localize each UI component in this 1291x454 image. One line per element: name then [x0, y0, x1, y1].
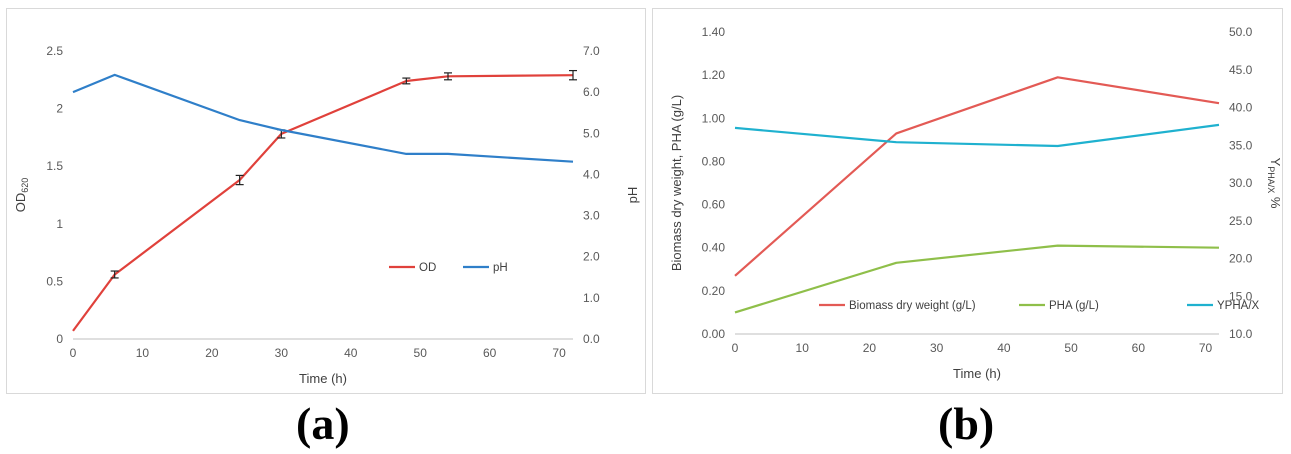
y2-tick-label: 35.0: [1229, 138, 1253, 152]
y2-tick-label: 50.0: [1229, 25, 1253, 39]
x-axis-title: Time (h): [953, 366, 1001, 381]
x-tick-label: 30: [930, 341, 944, 355]
x-tick-label: 20: [863, 341, 877, 355]
chart-panel-b: 0 10 20 30 40 50 60 70 0.00 0.20 0.40 0.60 0.80 1.00 1…: [652, 8, 1283, 394]
x-tick-label: 50: [414, 346, 428, 360]
legend-label: PHA (g/L): [1049, 300, 1099, 312]
y2-tick-label: 45.0: [1229, 63, 1253, 77]
series-line-pha-g-l-: [734, 244, 1220, 314]
x-tick-label: 0: [70, 346, 77, 360]
series-line-od: [72, 74, 574, 332]
y-axis-title-text: Biomass dry weight, PHA (g/L): [669, 95, 684, 271]
y2-tick-label: 40.0: [1229, 101, 1253, 115]
legend-label: OD: [419, 262, 436, 274]
chart-a-svg: 0 10 20 30 40 50 60 70 0 0.5 1 1.5 2 2.5 0.0 1.0 2.0 3.0 4…: [13, 44, 640, 386]
y2-tick-label: 0.0: [583, 332, 600, 346]
y2-tick-label: 4.0: [583, 167, 600, 181]
x-tick-label: 20: [205, 346, 219, 360]
y-tick-label: 1.40: [702, 25, 726, 39]
y-tick-label: 0.20: [702, 284, 726, 298]
y-tick-label: 0.80: [702, 154, 726, 168]
y2-axis-title: pH: [625, 187, 640, 204]
y-tick-label: 1.00: [702, 111, 726, 125]
y-tick-label: 0: [56, 332, 63, 346]
series-line-ypha-x: [734, 123, 1220, 148]
y-axis-title: OD620: [13, 178, 30, 213]
y2-tick-label: 6.0: [583, 85, 600, 99]
y2-tick-label: 1.0: [583, 291, 600, 305]
y2-tick-label: 3.0: [583, 209, 600, 223]
y2-tick-label: 5.0: [583, 126, 600, 140]
y2-tick-label: 10.0: [1229, 327, 1253, 341]
x-tick-label: 10: [796, 341, 810, 355]
chart-panel-a: 0 10 20 30 40 50 60 70 0 0.5 1 1.5 2 2.5 0.0 1.0 2.0 3.0 4…: [6, 8, 646, 394]
y2-axis-title-text: Y: [1268, 158, 1283, 167]
y2-axis-title-text: pH: [625, 187, 640, 204]
y-tick-label: 0.40: [702, 241, 726, 255]
x-tick-label: 10: [136, 346, 150, 360]
x-tick-label: 50: [1064, 341, 1078, 355]
chart-b-svg: 0 10 20 30 40 50 60 70 0.00 0.20 0.40 0.60 0.80 1.00 1…: [669, 25, 1283, 381]
legend-label: Biomass dry weight (g/L): [849, 300, 976, 312]
x-tick-label: 70: [552, 346, 566, 360]
y-axis-title: Biomass dry weight, PHA (g/L): [669, 95, 684, 271]
y-tick-label: 2.5: [46, 44, 63, 58]
y-axis-title-subscript: 620: [20, 178, 30, 193]
x-tick-label: 30: [275, 346, 289, 360]
y-tick-label: 0.60: [702, 198, 726, 212]
y-tick-label: 1.20: [702, 68, 726, 82]
series-line-biomass-dry-weight-g-l-: [734, 76, 1220, 277]
y-axis-title-text: OD: [13, 193, 28, 213]
x-tick-label: 60: [1132, 341, 1146, 355]
y2-tick-label: 7.0: [583, 44, 600, 58]
y2-tick-label: 15.0: [1229, 289, 1253, 303]
y2-axis-title: YPHA/X %: [1266, 158, 1283, 209]
legend-label: pH: [493, 262, 508, 274]
y-tick-label: 0.00: [702, 327, 726, 341]
x-tick-label: 60: [483, 346, 497, 360]
series-line-ph: [72, 73, 574, 163]
x-tick-label: 70: [1199, 341, 1213, 355]
y2-axis-title-subscript: PHA/X: [1266, 166, 1276, 193]
y2-tick-label: 2.0: [583, 250, 600, 264]
y2-tick-label: 25.0: [1229, 214, 1253, 228]
y-tick-label: 0.5: [46, 274, 63, 288]
y2-axis-title-suffix: %: [1268, 193, 1283, 209]
x-tick-label: 40: [344, 346, 358, 360]
x-tick-label: 0: [732, 341, 739, 355]
y-tick-label: 2: [56, 102, 63, 116]
y2-tick-label: 20.0: [1229, 252, 1253, 266]
panel-label-b: (b): [938, 398, 995, 449]
x-tick-label: 40: [997, 341, 1011, 355]
x-axis-title: Time (h): [299, 371, 347, 386]
y-tick-label: 1.5: [46, 159, 63, 173]
y2-tick-label: 30.0: [1229, 176, 1253, 190]
legend-label: YPHA/X: [1217, 300, 1260, 312]
panel-label-a: (a): [296, 398, 350, 449]
y-tick-label: 1: [56, 217, 63, 231]
